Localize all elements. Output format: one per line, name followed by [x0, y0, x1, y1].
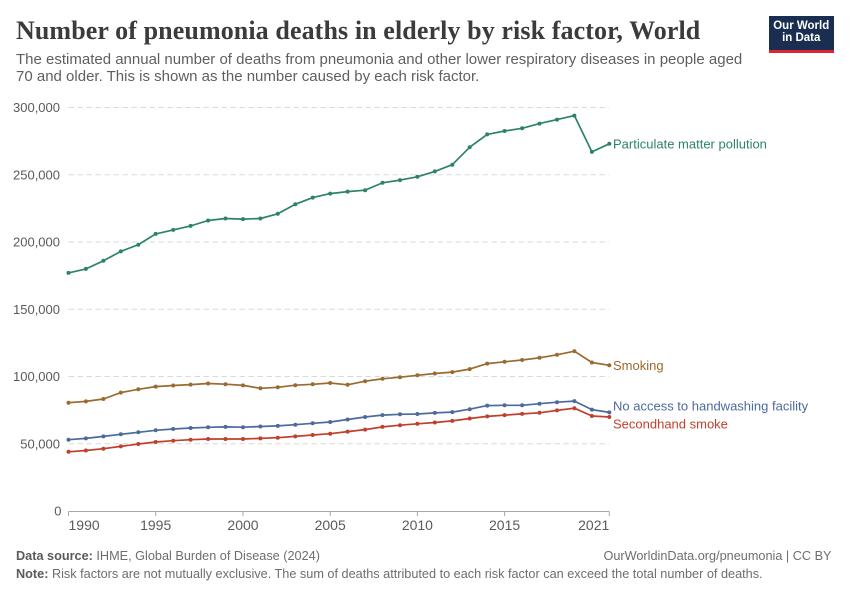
svg-text:300,000: 300,000 — [13, 100, 60, 115]
svg-text:100,000: 100,000 — [13, 369, 60, 384]
svg-text:2010: 2010 — [402, 517, 433, 533]
svg-text:2005: 2005 — [315, 517, 346, 533]
svg-text:150,000: 150,000 — [13, 302, 60, 317]
svg-text:50,000: 50,000 — [20, 436, 60, 451]
svg-text:Particulate matter pollution: Particulate matter pollution — [613, 137, 767, 152]
svg-text:2000: 2000 — [227, 517, 258, 533]
svg-text:Smoking: Smoking — [613, 358, 664, 373]
svg-text:0: 0 — [54, 504, 61, 519]
svg-text:Secondhand smoke: Secondhand smoke — [613, 416, 728, 431]
svg-text:2021: 2021 — [578, 517, 609, 533]
svg-text:2015: 2015 — [489, 517, 520, 533]
svg-text:No access to handwashing facil: No access to handwashing facility — [613, 398, 809, 413]
svg-text:1990: 1990 — [69, 517, 100, 533]
svg-text:250,000: 250,000 — [13, 167, 60, 182]
svg-text:200,000: 200,000 — [13, 235, 60, 250]
svg-text:1995: 1995 — [140, 517, 171, 533]
